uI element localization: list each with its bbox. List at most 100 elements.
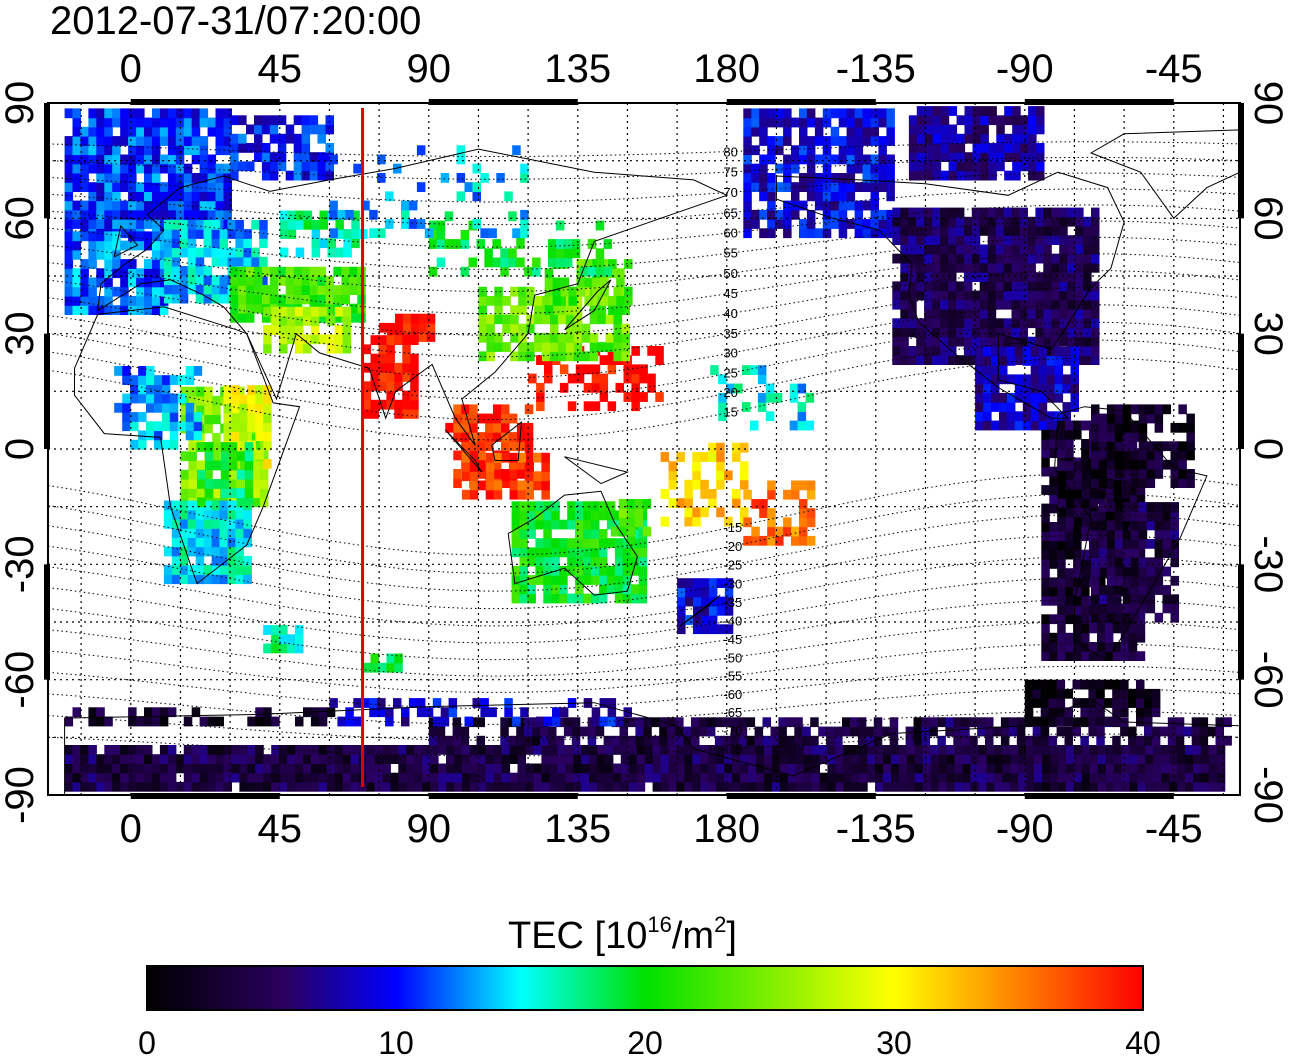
tec-cell: [1128, 439, 1138, 449]
tec-cell: [220, 469, 230, 480]
tec-cell: [818, 726, 827, 737]
tec-cell: [767, 200, 776, 211]
tec-cell: [799, 173, 808, 183]
lon-tick-label: 45: [258, 47, 303, 91]
tec-cell: [584, 259, 593, 269]
tec-cell: [771, 772, 781, 783]
tec-cell: [293, 115, 303, 126]
tec-cell: [608, 259, 617, 269]
frame-bar: [1024, 99, 1174, 105]
tec-cell: [875, 745, 884, 755]
tec-cell: [130, 439, 139, 450]
tec-cell: [1003, 262, 1013, 273]
tec-cell: [964, 170, 973, 181]
coastline: [491, 421, 523, 461]
tec-cell: [684, 745, 693, 755]
tec-cell: [857, 726, 867, 737]
tec-cell: [1057, 479, 1067, 490]
tec-cell: [932, 262, 941, 273]
tec-cell: [378, 344, 387, 355]
tec-cell: [453, 772, 463, 783]
tec-cell: [972, 152, 981, 162]
tec-cell: [252, 488, 261, 498]
tec-cell: [526, 323, 535, 334]
tec-cell: [478, 305, 487, 315]
tec-cell: [239, 772, 248, 783]
tec-cell: [607, 698, 617, 708]
tec-cell: [219, 555, 228, 566]
tec-cell: [791, 154, 800, 165]
tec-cell: [1051, 299, 1060, 310]
tec-cell: [1049, 448, 1058, 458]
tec-cell: [1091, 207, 1100, 218]
tec-cell: [179, 555, 189, 566]
tec-cell: [263, 334, 272, 345]
tec-cell: [775, 526, 784, 537]
tec-cell: [948, 253, 957, 264]
tec-cell: [374, 763, 383, 774]
tec-cell: [1062, 383, 1071, 394]
tec-cell: [971, 253, 981, 264]
tec-cell: [954, 745, 964, 755]
tec-cell: [932, 355, 941, 365]
tec-cell: [987, 299, 997, 310]
tec-cell: [122, 412, 131, 422]
tec-cell: [908, 327, 917, 338]
tec-cell: [548, 239, 557, 249]
tec-cell: [1059, 318, 1068, 329]
tec-cell: [652, 772, 662, 783]
tec-cell: [1030, 374, 1040, 385]
tec-cell: [1024, 688, 1034, 699]
tec-cell: [806, 117, 816, 128]
tec-cell: [1019, 272, 1028, 282]
tec-cell: [96, 707, 105, 718]
tec-cell: [811, 763, 820, 774]
tec-cell: [843, 772, 852, 783]
tec-cell: [469, 781, 479, 792]
tec-cell: [979, 309, 989, 319]
tec-cell: [179, 266, 189, 276]
tec-cell: [188, 469, 197, 480]
tec-cell: [1081, 489, 1091, 499]
tec-cell: [493, 763, 503, 774]
tec-cell: [1011, 327, 1020, 338]
tec-cell: [763, 754, 773, 764]
tec-cell: [130, 421, 139, 432]
tec-cell: [80, 145, 89, 156]
tec-cell: [779, 781, 789, 792]
tec-cell: [231, 745, 240, 755]
tec-cell: [599, 501, 608, 512]
tec-cell: [743, 173, 752, 183]
magnetic-label: 65: [723, 205, 737, 220]
tec-cell: [854, 182, 864, 192]
tec-cell: [167, 173, 177, 183]
tec-cell: [1105, 489, 1115, 499]
tec-cell: [1106, 529, 1116, 540]
tec-cell: [504, 191, 513, 202]
tec-cell: [469, 471, 479, 482]
tec-cell: [878, 219, 887, 229]
tec-cell: [726, 383, 735, 394]
tec-cell: [317, 133, 326, 144]
tec-cell: [948, 327, 957, 338]
tec-cell: [599, 382, 609, 393]
tec-cell: [403, 313, 412, 324]
tec-cell: [485, 489, 495, 500]
tec-cell: [983, 402, 992, 412]
tec-cell: [940, 143, 950, 153]
tec-cell: [1113, 772, 1122, 783]
tec-cell: [791, 191, 800, 202]
tec-cell: [239, 754, 248, 764]
tec-cell: [72, 240, 81, 251]
tec-cell: [1062, 356, 1071, 366]
tec-cell: [259, 479, 269, 489]
tec-cell: [138, 393, 147, 404]
tec-cell: [908, 133, 918, 144]
tec-cell: [1035, 244, 1044, 255]
tec-cell: [334, 772, 344, 783]
tec-cell: [806, 108, 816, 119]
tec-cell: [1027, 244, 1036, 255]
tec-cell: [1028, 124, 1037, 135]
tec-cell: [846, 163, 856, 174]
tec-cell: [1208, 763, 1218, 774]
